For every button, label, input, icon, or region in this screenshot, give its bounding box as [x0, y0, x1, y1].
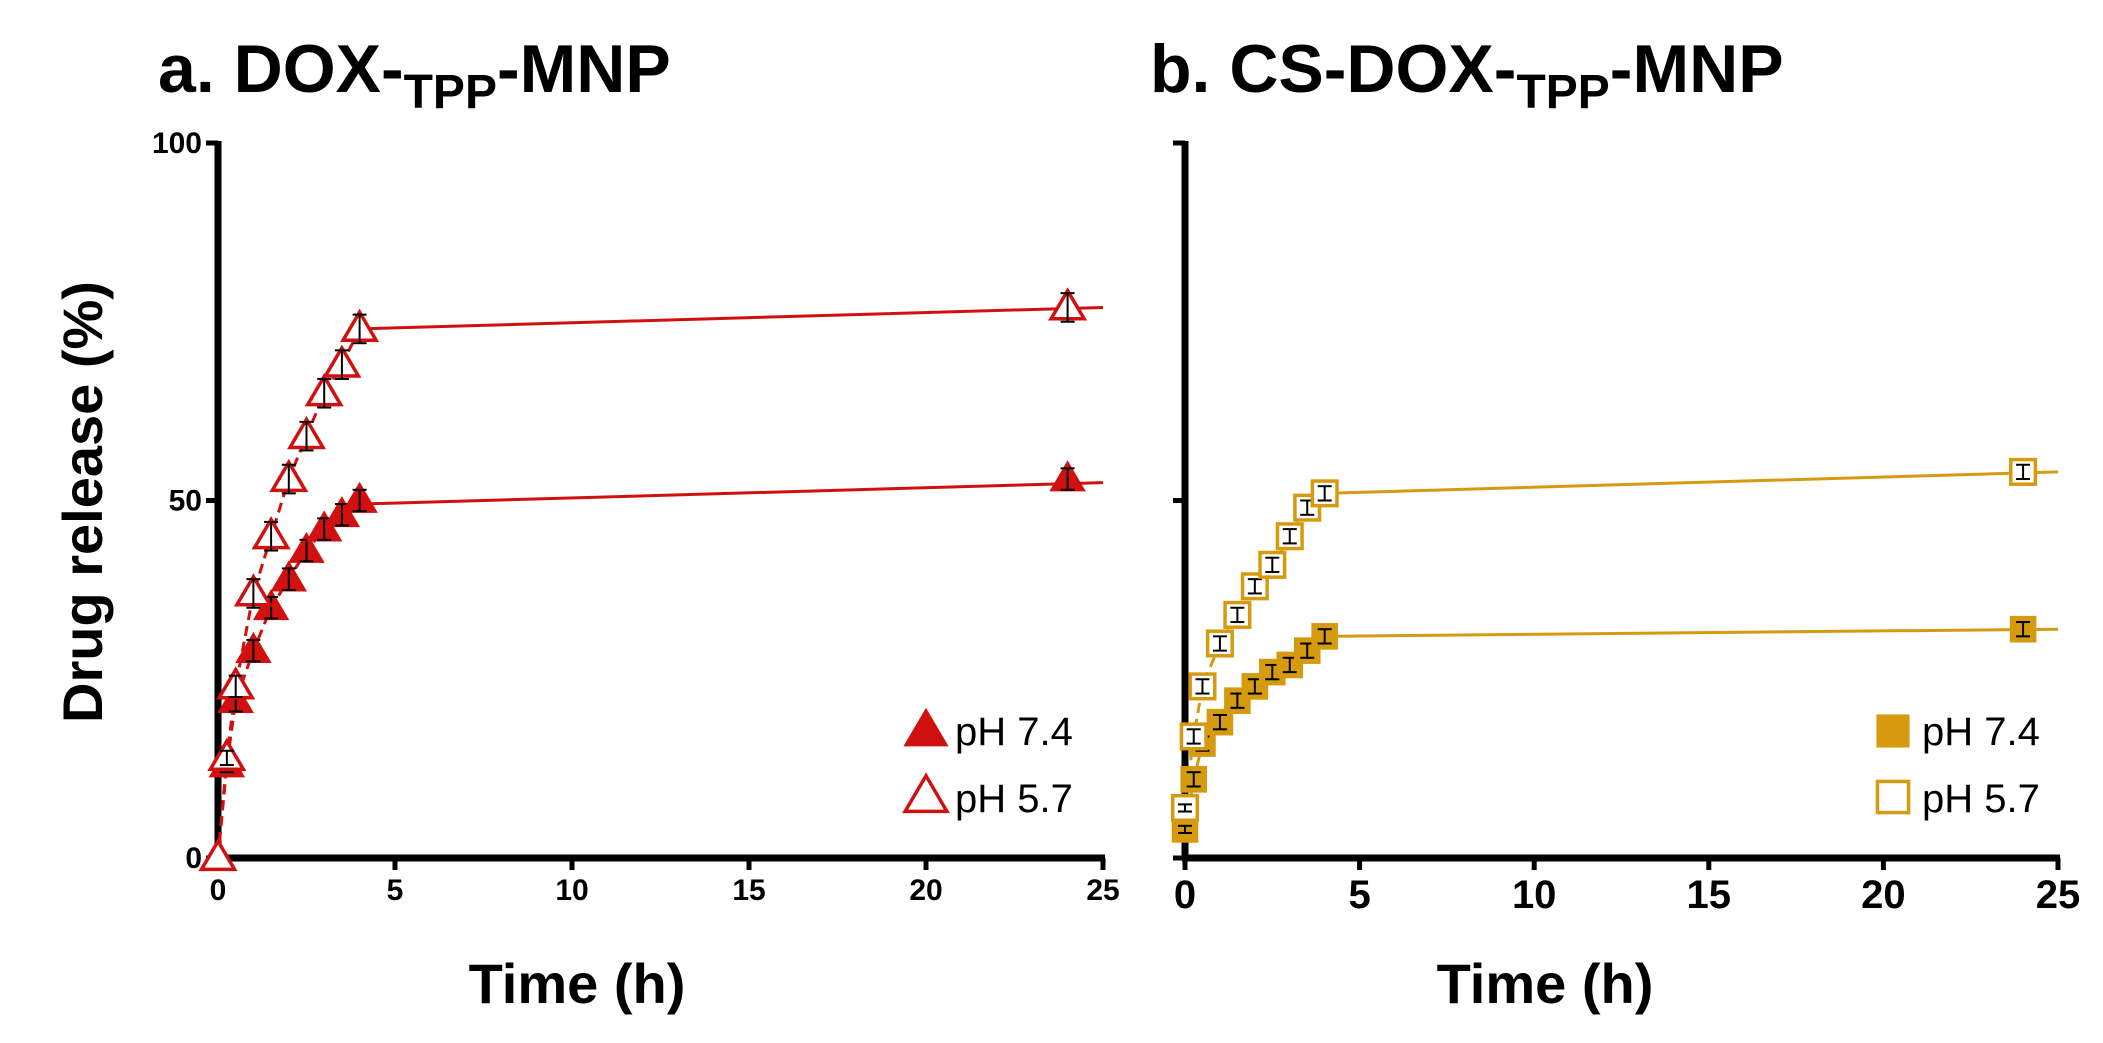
panel-a-title: a. DOX-TPP-MNP	[158, 31, 671, 119]
panel-b-point-ph57-8	[1293, 493, 1322, 522]
panel-b: 0 5 10 15 20 25 Time (h) pH 7.4 pH 5.7	[1170, 140, 2081, 1015]
panel-a-point-ph57-10	[1048, 287, 1088, 323]
panel-b-point-ph57-3	[1205, 629, 1234, 658]
panel-b-legend-symbol-ph57	[1875, 779, 1911, 815]
panel-b-legend: pH 7.4 pH 5.7	[1875, 710, 2040, 821]
panel-b-x-axis-label: Time (h)	[1437, 952, 1654, 1015]
panel-b-point-ph57-10	[2009, 457, 2038, 486]
panel-b-title-sub: TPP	[1516, 66, 1609, 119]
panel-b-fit-lines	[1183, 470, 2059, 830]
panel-b-point-ph57-1	[1179, 722, 1208, 751]
panel-b-legend-label-ph57: pH 5.7	[1922, 777, 2040, 821]
panel-a-x-tick-label-0: 0	[210, 874, 227, 907]
panel-a-fit-plateau-ph57	[359, 305, 1104, 331]
panel-a-axes: 0 50 100 0 5 10 15 20 25	[152, 127, 1120, 907]
panel-a-x-tick-label-10: 10	[555, 874, 588, 907]
panel-a-y-tick-label-100: 100	[152, 127, 202, 160]
panel-a-point-ph74-5	[270, 560, 308, 592]
panel-a-legend-marker-ph57	[902, 772, 950, 814]
panel-a-point-ph74-10	[1049, 460, 1086, 492]
panel-b-legend-marker-ph74	[1876, 714, 1910, 748]
panel-a-point-ph57-1	[207, 737, 247, 771]
panel-a-point-ph74-6	[288, 531, 325, 563]
panel-a-fit-plateau-ph74	[359, 481, 1104, 506]
panel-b-point-ph74-9	[1311, 623, 1338, 650]
panel-a-point-ph57-0	[198, 837, 238, 872]
panel-a-title-main: a. DOX-	[158, 31, 404, 107]
panel-b-fit-early-ph74	[1183, 635, 1326, 830]
panel-a-point-ph57-5	[269, 458, 309, 495]
panel-b-legend-label-ph74: pH 7.4	[1922, 710, 2040, 754]
panel-a-x-axis-label: Time (h)	[469, 952, 686, 1015]
panel-a-legend-label-ph57: pH 5.7	[955, 777, 1073, 821]
panel-b-fit-plateau-ph74	[1324, 627, 2059, 638]
panel-a-point-ph57-7	[304, 373, 344, 409]
panel-a-point-ph74-9	[341, 481, 378, 513]
panel-a-fit-lines	[216, 305, 1104, 859]
panel-a-legend-marker-ph74	[903, 707, 949, 747]
panel-a-title-end: -MNP	[497, 31, 671, 107]
panel-a-title-sub: TPP	[404, 66, 497, 119]
panel-b-x-tick-label-15: 15	[1687, 873, 1732, 917]
panel-b-legend-marker-ph57	[1875, 779, 1911, 815]
panel-a-marker-ph57-0	[198, 837, 238, 872]
panel-b-title-end: -MNP	[1610, 31, 1784, 107]
panel-a-point-ph57-4	[251, 516, 291, 552]
panel-b-point-ph57-9	[1310, 479, 1339, 508]
panel-a-point-ph57-3	[233, 573, 273, 609]
y-axis-label: Drug release (%)	[51, 281, 114, 723]
panel-b-marker-ph57-0	[1170, 793, 1200, 823]
panel-a-point-ph57-8	[322, 344, 362, 380]
panel-b-x-tick-label-25: 25	[2036, 873, 2081, 917]
panel-b-point-ph74-1	[1180, 766, 1208, 793]
panel-a-point-ph57-2	[216, 666, 256, 700]
panel-a-fit-early-ph57	[216, 328, 361, 859]
panel-a-point-ph57-9	[340, 308, 380, 345]
panel-b-point-ph57-6	[1258, 550, 1287, 579]
panel-a-x-tick-label-20: 20	[909, 874, 942, 907]
panel-a-x-tick-label-5: 5	[387, 874, 404, 907]
panel-a-points	[198, 287, 1088, 872]
panel-b-fit-early-ph57	[1183, 492, 1326, 809]
panel-b-point-ph57-0	[1170, 793, 1200, 823]
panel-a-legend-label-ph74: pH 7.4	[955, 710, 1073, 754]
panel-b-marker-ph57-3	[1205, 629, 1234, 658]
panel-a-x-tick-label-25: 25	[1086, 874, 1119, 907]
panel-b-point-ph74-10	[2009, 615, 2037, 643]
panel-b-title-main: b. CS-DOX-	[1150, 31, 1516, 107]
panel-a-point-ph74-3	[235, 631, 272, 663]
panel-b-points	[1170, 457, 2038, 843]
panel-a-legend-symbol-ph57	[902, 772, 950, 814]
panel-b-x-tick-label-10: 10	[1512, 873, 1557, 917]
panel-b-x-tick-label-20: 20	[1861, 873, 1906, 917]
panel-b-legend-symbol-ph74	[1876, 714, 1910, 748]
panel-a-legend: pH 7.4 pH 5.7	[902, 707, 1073, 821]
panel-b-point-ph57-7	[1275, 522, 1304, 551]
panel-b-x-tick-label-0: 0	[1174, 873, 1196, 917]
panel-a-y-tick-label-0: 0	[185, 842, 202, 875]
panel-b-fit-plateau-ph57	[1324, 470, 2059, 495]
panel-b-point-ph57-5	[1240, 572, 1269, 601]
panel-a-legend-symbol-ph74	[903, 707, 949, 747]
panel-a-x-tick-label-15: 15	[732, 874, 765, 907]
panel-a: 0 50 100 0 5 10 15 20 25 Time (h) pH 7.4 pH 5.7	[152, 127, 1120, 1015]
panel-a-y-tick-label-50: 50	[169, 485, 202, 518]
panel-a-point-ph57-6	[286, 415, 327, 452]
panel-b-title: b. CS-DOX-TPP-MNP	[1150, 31, 1784, 119]
panel-b-point-ph57-2	[1188, 672, 1217, 701]
panel-b-point-ph57-4	[1223, 600, 1252, 629]
panel-b-x-tick-label-5: 5	[1348, 873, 1370, 917]
panel-a-fit-early-ph74	[216, 499, 361, 859]
